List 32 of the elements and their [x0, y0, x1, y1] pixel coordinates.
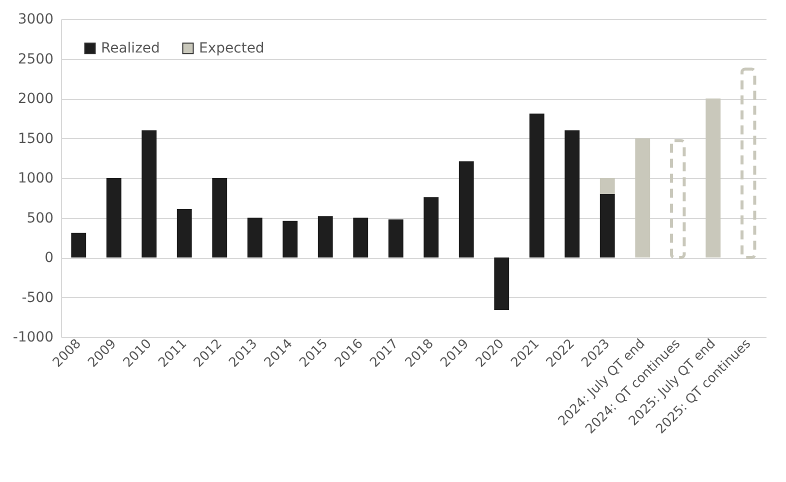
- bar: [388, 219, 404, 258]
- y-tick-label: 2000: [18, 91, 54, 107]
- bar: [282, 220, 298, 258]
- bar: [71, 232, 86, 258]
- bar: [600, 178, 615, 194]
- bar: [600, 194, 615, 258]
- legend-label: Expected: [199, 40, 264, 56]
- bar: [176, 209, 192, 258]
- y-tick-label: 3000: [18, 12, 54, 28]
- y-tick-label: 0: [44, 250, 54, 266]
- y-tick-label: 500: [26, 210, 54, 226]
- bar: [494, 258, 510, 310]
- bar: [247, 218, 262, 258]
- y-tick-label: -500: [22, 290, 54, 306]
- y-tick-label: 2500: [18, 51, 54, 68]
- bar: [353, 218, 368, 258]
- y-tick-label: 1000: [18, 170, 54, 186]
- legend-label: Realized: [101, 40, 160, 56]
- bar: [670, 139, 686, 259]
- bar: [106, 178, 122, 258]
- y-tick-label: -1000: [12, 330, 54, 346]
- bar: [740, 68, 756, 259]
- bar: [318, 216, 333, 258]
- bar: [635, 138, 650, 258]
- bar: [142, 130, 157, 258]
- bar: [458, 161, 474, 258]
- bar: [564, 130, 580, 258]
- bar: [212, 178, 228, 258]
- bar: [424, 197, 439, 258]
- bar: [706, 98, 721, 258]
- bar: [529, 114, 544, 258]
- y-tick-label: 1500: [18, 130, 54, 147]
